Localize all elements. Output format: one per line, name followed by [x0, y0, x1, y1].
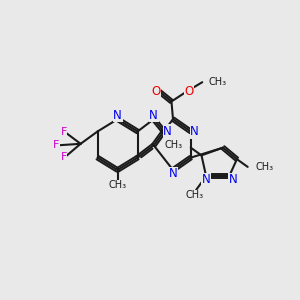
Text: N: N — [190, 125, 199, 138]
Text: F: F — [53, 140, 59, 150]
Text: CH₃: CH₃ — [185, 190, 204, 200]
Text: CH₃: CH₃ — [255, 162, 274, 172]
Text: F: F — [61, 152, 67, 162]
Text: N: N — [169, 167, 177, 180]
Text: F: F — [61, 127, 67, 137]
Text: N: N — [113, 109, 122, 122]
Text: N: N — [229, 173, 237, 187]
Text: N: N — [149, 109, 158, 122]
Text: CH₃: CH₃ — [109, 180, 127, 190]
Text: O: O — [152, 85, 161, 98]
Text: N: N — [163, 125, 172, 138]
Text: O: O — [184, 85, 194, 98]
Text: N: N — [202, 173, 211, 187]
Text: CH₃: CH₃ — [165, 140, 183, 150]
Text: CH₃: CH₃ — [208, 77, 226, 87]
